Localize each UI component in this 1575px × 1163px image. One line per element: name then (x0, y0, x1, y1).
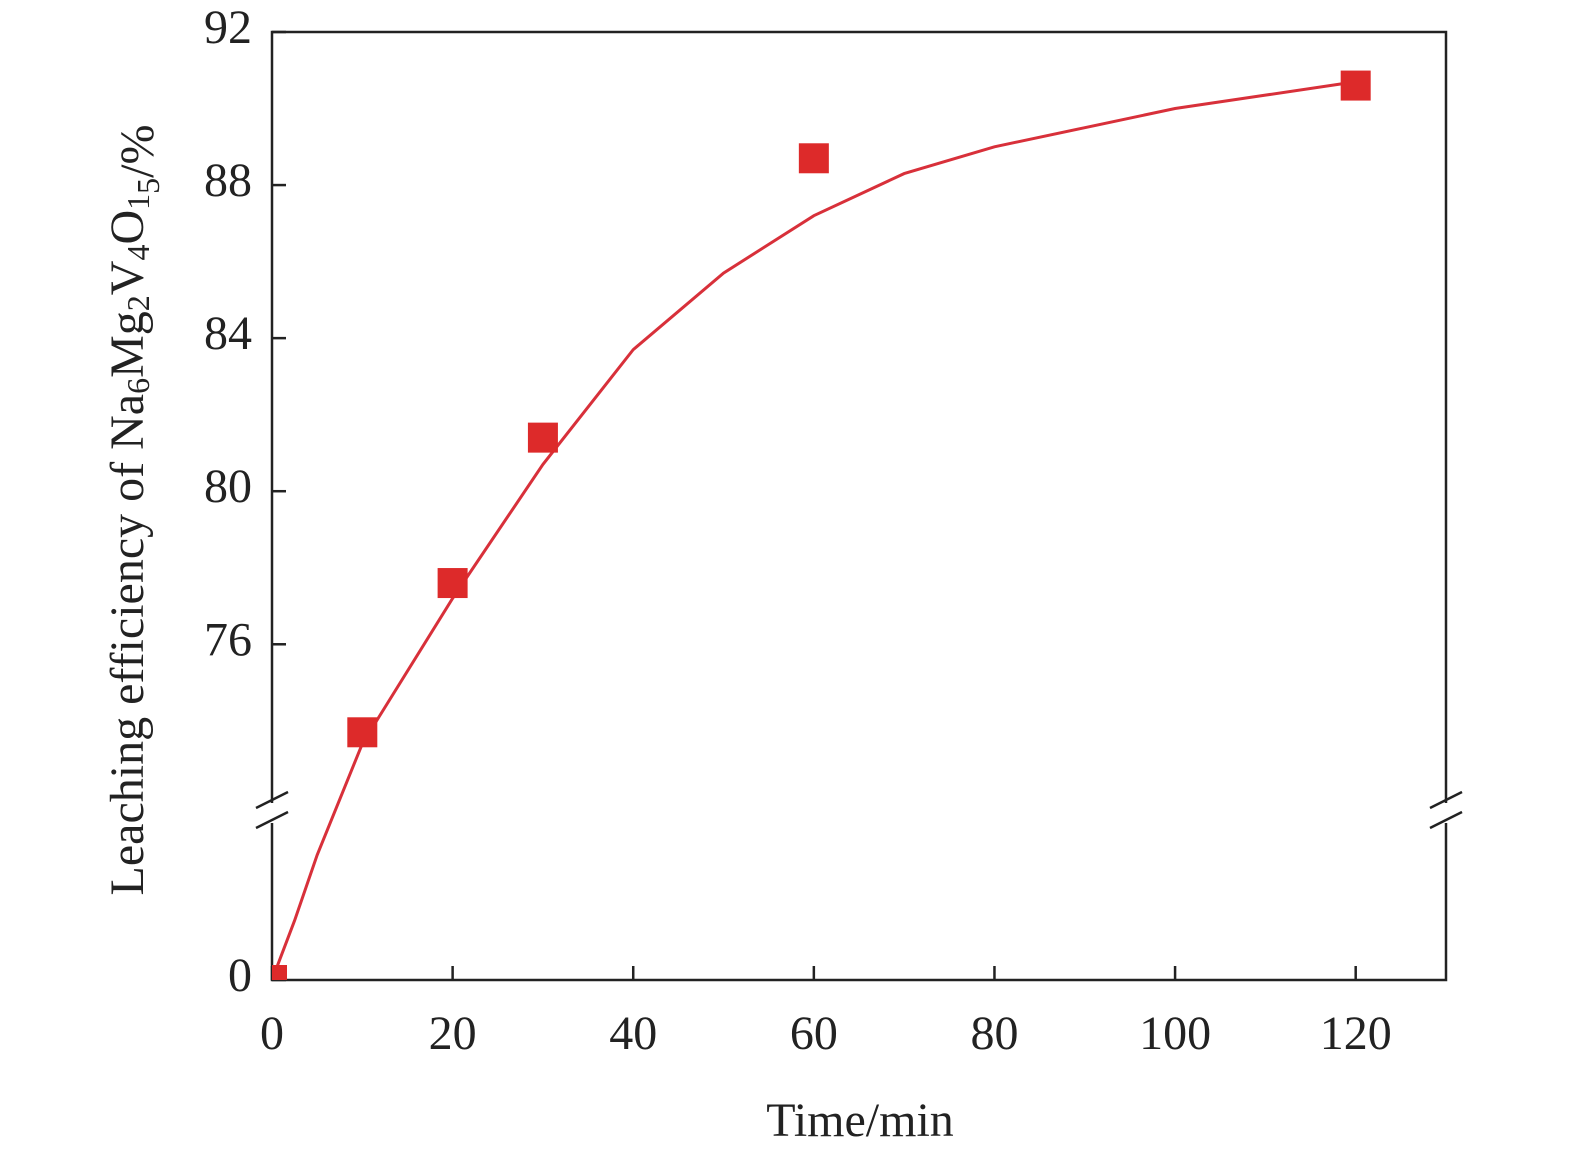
x-tick-label: 100 (1139, 1007, 1211, 1060)
axis-break (1429, 790, 1463, 810)
data-point (272, 965, 287, 980)
axis-break (255, 790, 289, 810)
axes (255, 30, 1463, 982)
axis-break (1429, 810, 1463, 830)
y-tick-label: 84 (204, 307, 252, 360)
data-point (527, 422, 558, 453)
x-tick-label: 60 (790, 1007, 838, 1060)
y-tick-label: 92 (204, 1, 252, 54)
y-axis-label: Leaching efficiency of Na6Mg2V4O15/% (101, 125, 166, 896)
plot-area (272, 70, 1371, 980)
x-axis-label: Time/min (766, 1094, 954, 1147)
x-tick-label: 120 (1320, 1007, 1392, 1060)
axis-frame-lower (270, 823, 1448, 982)
data-point (347, 717, 378, 748)
data-point (437, 568, 468, 599)
x-tick-label: 40 (609, 1007, 657, 1060)
x-tick-label: 20 (429, 1007, 477, 1060)
data-point (1340, 70, 1371, 101)
x-tick-label: 0 (260, 1007, 284, 1060)
y-tick-label: 76 (204, 613, 252, 666)
y-tick-label: 88 (204, 154, 252, 207)
x-tick-label: 80 (970, 1007, 1018, 1060)
axis-break (255, 810, 289, 830)
axis-frame-upper (270, 30, 1448, 803)
y-tick-label: 0 (228, 949, 252, 1002)
fit-line (272, 80, 1356, 980)
data-point (798, 143, 829, 174)
y-tick-label: 80 (204, 460, 252, 513)
